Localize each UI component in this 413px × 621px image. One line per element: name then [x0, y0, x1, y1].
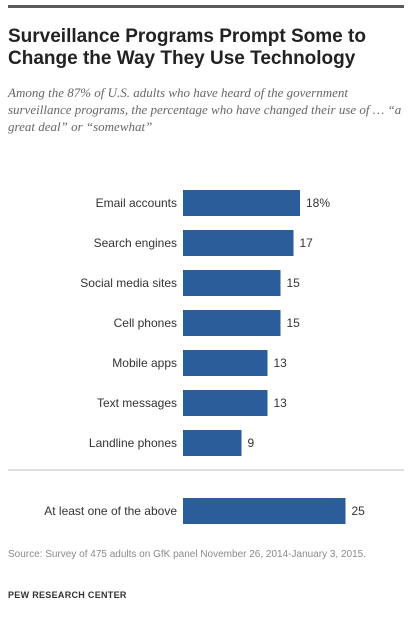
category-label: Landline phones: [89, 436, 177, 450]
bar: [183, 498, 346, 524]
category-label: Text messages: [97, 396, 177, 410]
value-label: 15: [287, 316, 301, 330]
top-rule: [8, 5, 404, 8]
source-note: Source: Survey of 475 adults on GfK pane…: [8, 549, 366, 560]
bar: [183, 190, 300, 216]
category-label: Cell phones: [114, 316, 177, 330]
bar: [183, 270, 281, 296]
category-label: Email accounts: [96, 196, 177, 210]
value-label: 13: [274, 356, 288, 370]
chart-title: Surveillance Programs Prompt Some to Cha…: [8, 26, 366, 69]
bar-chart: Email accounts 18% Search engines 17 Social …: [8, 190, 404, 524]
bar: [183, 310, 281, 336]
value-label: 13: [274, 396, 288, 410]
value-label: 25: [352, 504, 366, 518]
chart-subtitle: Among the 87% of U.S. adults who have he…: [8, 85, 402, 134]
category-label: Search engines: [94, 236, 177, 250]
category-label: At least one of the above: [44, 504, 177, 518]
value-label: 15: [287, 276, 301, 290]
bar: [183, 390, 268, 416]
bar: [183, 230, 294, 256]
category-label: Social media sites: [80, 276, 177, 290]
bar: [183, 430, 242, 456]
category-label: Mobile apps: [112, 356, 177, 370]
value-label: 17: [300, 236, 314, 250]
org-credit: PEW RESEARCH CENTER: [8, 590, 127, 600]
value-label: 18%: [306, 196, 330, 210]
value-label: 9: [248, 436, 255, 450]
bar: [183, 350, 268, 376]
